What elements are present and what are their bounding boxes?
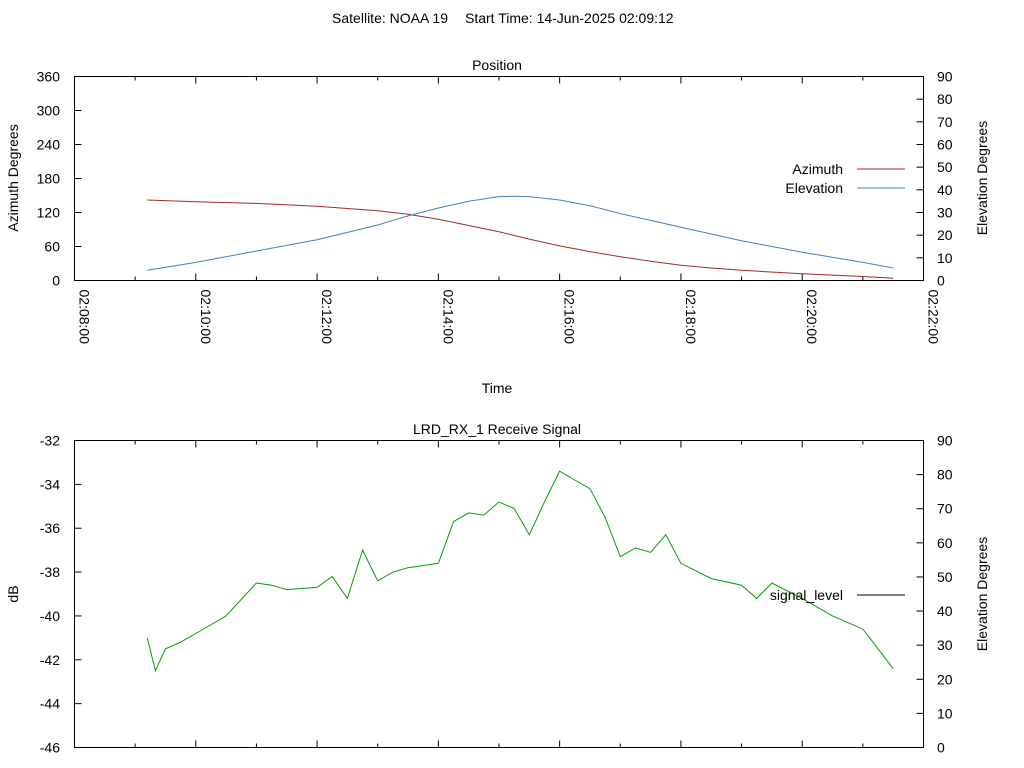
- legend-azimuth-label: Azimuth: [792, 161, 843, 177]
- y-tick-label: 240: [37, 137, 61, 153]
- chart-title: Position: [472, 57, 522, 73]
- legend: signal_level: [770, 587, 905, 603]
- legend: Azimuth Elevation: [785, 161, 905, 196]
- y2-tick-label: 20: [937, 671, 953, 687]
- y2-tick-label: 0: [937, 273, 945, 289]
- y2-tick-label: 50: [937, 569, 953, 585]
- y-tick-label: 60: [44, 239, 60, 255]
- y-axis-label: Azimuth Degrees: [5, 124, 21, 231]
- position-chart: Position Azimuth Degrees Elevation Degre…: [5, 57, 990, 396]
- y-tick-label: 0: [52, 273, 60, 289]
- y2-tick-label: 30: [937, 637, 953, 653]
- y2-tick-label: 40: [937, 603, 953, 619]
- x-tick-label: 02:12:00: [319, 290, 335, 345]
- plot-frame: [74, 76, 924, 281]
- y2-tick-label: 60: [937, 535, 953, 551]
- x-tick-label: 02:18:00: [683, 290, 699, 345]
- series-signal-level-line: [146, 470, 894, 673]
- y2-tick-label: 80: [937, 467, 953, 483]
- y-tick-label: 120: [37, 205, 61, 221]
- y2-tick-label: 90: [937, 69, 953, 85]
- header-satellite: Satellite: NOAA 19: [332, 10, 448, 26]
- y-tick-label: -46: [40, 740, 60, 756]
- y-tick-label: -34: [40, 476, 60, 492]
- x-tick-label: 02:22:00: [926, 290, 942, 345]
- x-tick-label: 02:16:00: [562, 290, 578, 345]
- x-axis-label: Time: [482, 380, 513, 396]
- series-elevation-line: [147, 195, 894, 271]
- chart-title: LRD_RX_1 Receive Signal: [413, 421, 581, 437]
- y2-tick-label: 50: [937, 159, 953, 175]
- header-start-time: Start Time: 14-Jun-2025 02:09:12: [465, 10, 674, 26]
- y2-tick-label: 60: [937, 137, 953, 153]
- x-tick-label: 02:10:00: [198, 290, 214, 345]
- y-tick-label: 180: [37, 171, 61, 187]
- y2-tick-label: 70: [937, 501, 953, 517]
- y2-tick-label: 80: [937, 91, 953, 107]
- y2-tick-label: 90: [937, 433, 953, 449]
- y2-tick-label: 70: [937, 114, 953, 130]
- y2-tick-label: 40: [937, 182, 953, 198]
- y2-tick-label: 10: [937, 250, 953, 266]
- y-tick-label: -38: [40, 564, 60, 580]
- x-tick-label: 02:08:00: [77, 290, 93, 345]
- y-tick-label: -36: [40, 520, 60, 536]
- y2-axis-label: Elevation Degrees: [974, 121, 990, 235]
- y2-tick-label: 30: [937, 205, 953, 221]
- y-axis-label: dB: [5, 585, 21, 602]
- y2-axis-label: Elevation Degrees: [974, 537, 990, 651]
- y2-tick-label: 0: [937, 740, 945, 756]
- legend-signal-label: signal_level: [770, 587, 843, 603]
- x-tick-label: 02:14:00: [440, 290, 456, 345]
- y-tick-label: -44: [40, 696, 60, 712]
- y2-tick-label: 10: [937, 705, 953, 721]
- y2-tick-label: 20: [937, 227, 953, 243]
- receive-signal-chart: LRD_RX_1 Receive Signal dB Elevation Deg…: [5, 421, 990, 756]
- y-tick-label: -40: [40, 608, 60, 624]
- y-tick-label: -32: [40, 433, 60, 449]
- x-tick-label: 02:20:00: [804, 290, 820, 345]
- legend-elevation-label: Elevation: [785, 180, 843, 196]
- y-tick-label: 300: [37, 103, 61, 119]
- y-tick-label: 360: [37, 69, 61, 85]
- series-azimuth-line: [147, 199, 894, 279]
- y-tick-label: -42: [40, 652, 60, 668]
